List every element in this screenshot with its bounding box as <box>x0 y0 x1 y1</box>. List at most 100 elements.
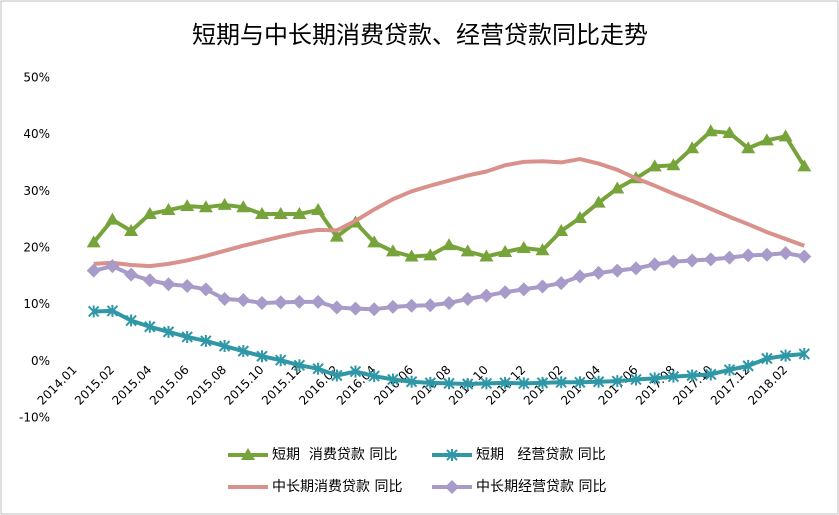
marker <box>574 376 586 389</box>
marker <box>181 330 193 343</box>
marker <box>404 249 419 262</box>
marker <box>779 349 792 362</box>
marker <box>741 141 756 154</box>
marker <box>105 259 120 274</box>
marker <box>703 252 718 267</box>
marker <box>499 376 511 389</box>
marker <box>722 250 737 265</box>
marker <box>460 244 475 257</box>
marker <box>217 197 232 210</box>
marker <box>516 241 531 253</box>
marker <box>443 377 455 390</box>
marker <box>797 159 812 172</box>
marker <box>367 235 382 248</box>
marker <box>666 158 681 171</box>
marker <box>479 288 494 303</box>
marker <box>198 200 213 213</box>
marker <box>404 298 419 313</box>
legend-label: 中长期消费贷款 同比 <box>272 479 402 495</box>
marker <box>685 253 700 268</box>
marker <box>535 243 550 256</box>
marker <box>255 295 269 310</box>
legend-label: 短期 经营贷款 同比 <box>476 447 606 463</box>
marker <box>273 207 288 219</box>
marker <box>518 377 530 390</box>
y-tick-label: 10% <box>23 297 50 311</box>
marker <box>236 293 251 308</box>
marker <box>647 257 662 272</box>
y-tick-label: 40% <box>23 127 50 141</box>
marker <box>105 212 120 225</box>
marker <box>161 203 176 216</box>
marker <box>647 159 662 172</box>
marker <box>311 203 326 216</box>
marker <box>385 244 400 257</box>
marker <box>329 300 344 315</box>
marker <box>797 249 812 264</box>
marker <box>368 370 380 383</box>
marker <box>685 141 700 154</box>
y-tick-label: -10% <box>19 411 50 425</box>
marker <box>498 244 513 257</box>
marker <box>218 340 231 353</box>
marker <box>142 273 157 288</box>
marker <box>424 376 437 389</box>
marker <box>629 261 643 276</box>
marker <box>442 238 456 251</box>
marker <box>349 365 362 378</box>
marker <box>255 207 269 219</box>
legend-label: 短期 消费贷款 同比 <box>272 447 397 463</box>
marker <box>798 347 811 360</box>
marker <box>741 248 756 263</box>
marker <box>479 249 494 262</box>
marker <box>142 207 157 219</box>
marker <box>329 229 344 242</box>
marker <box>162 325 175 338</box>
marker <box>778 246 793 261</box>
marker <box>180 278 195 293</box>
legend-marker <box>241 448 255 460</box>
marker <box>686 369 698 382</box>
marker <box>555 376 567 389</box>
marker <box>666 254 681 269</box>
marker <box>610 181 625 194</box>
marker <box>592 375 605 388</box>
marker <box>591 195 606 208</box>
marker <box>759 247 774 262</box>
marker <box>572 269 587 284</box>
marker <box>292 207 307 219</box>
marker <box>367 302 382 317</box>
y-tick-label: 0% <box>31 354 50 368</box>
marker <box>331 369 343 382</box>
marker <box>311 294 326 309</box>
marker <box>198 282 213 297</box>
marker <box>630 373 642 386</box>
marker <box>723 363 736 376</box>
marker <box>722 125 737 138</box>
marker <box>423 298 438 313</box>
marker <box>405 375 418 388</box>
marker <box>87 305 100 318</box>
marker <box>591 265 606 280</box>
y-tick-label: 20% <box>23 241 50 255</box>
marker <box>442 295 456 310</box>
marker <box>554 276 569 291</box>
marker <box>312 362 324 375</box>
marker <box>516 282 531 297</box>
marker <box>423 248 438 261</box>
series-line <box>93 157 805 269</box>
marker <box>144 320 156 333</box>
marker <box>705 368 717 381</box>
marker <box>86 263 101 278</box>
marker <box>161 277 176 292</box>
marker <box>293 359 306 372</box>
marker <box>572 210 587 223</box>
marker <box>460 292 475 306</box>
marker <box>703 124 718 137</box>
marker <box>200 334 212 347</box>
legend-label: 中长期经营贷款 同比 <box>476 479 606 495</box>
marker <box>124 224 139 236</box>
marker <box>236 200 251 213</box>
